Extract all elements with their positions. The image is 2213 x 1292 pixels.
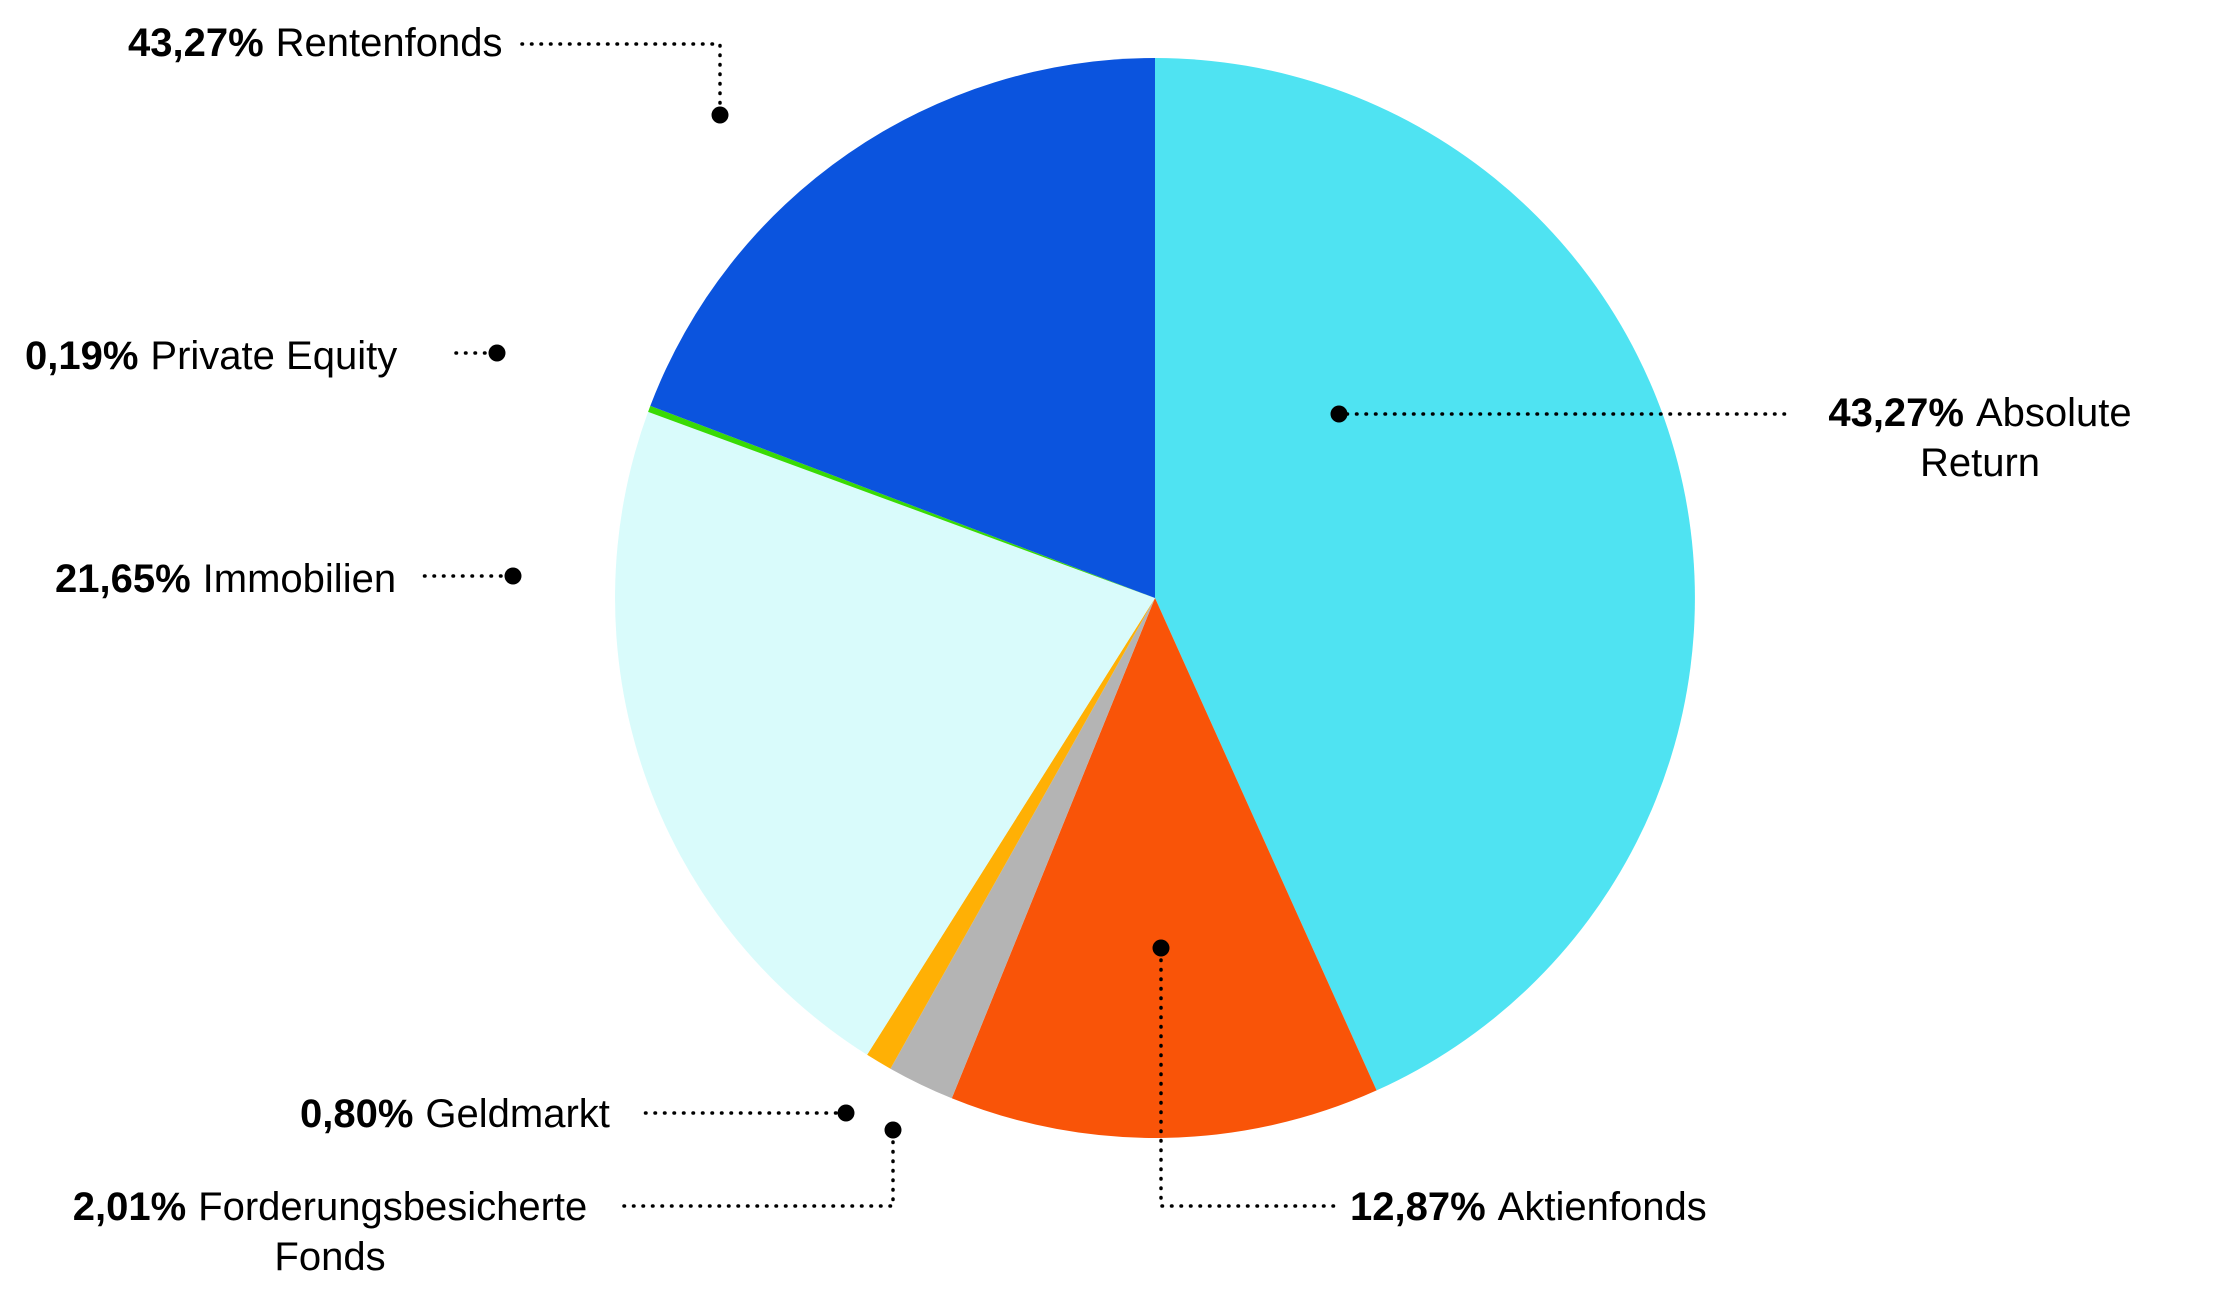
label-immobilien-percent: 21,65%: [55, 557, 191, 601]
label-forderungsbesicherte-fonds: 2,01% Forderungsbesicherte Fonds: [30, 1182, 630, 1282]
callout-dot-absolute-return: [1330, 405, 1348, 423]
label-private-equity-percent: 0,19%: [25, 334, 139, 378]
label-private-equity-name: Private Equity: [150, 334, 398, 378]
label-immobilien: 21,65% Immobilien: [55, 554, 396, 604]
callout-leader-rentenfonds: [519, 42, 722, 105]
callout-dot-private-equity: [488, 344, 506, 362]
label-rentenfonds-percent: 43,27%: [128, 21, 264, 65]
label-geldmarkt-percent: 0,80%: [300, 1092, 414, 1136]
callout-dot-forderungsbesicherte-fonds: [884, 1121, 902, 1139]
label-aktienfonds: 12,87% Aktienfonds: [1350, 1182, 1707, 1232]
label-geldmarkt-name: Geldmarkt: [425, 1092, 610, 1136]
label-absolute-return-percent: 43,27%: [1828, 391, 1964, 435]
callout-dot-immobilien: [504, 567, 522, 585]
callout-leader-aktienfonds: [1159, 958, 1342, 1208]
label-absolute-return-name: Absolute Return: [1919, 391, 2132, 485]
label-aktienfonds-percent: 12,87%: [1350, 1185, 1486, 1229]
pie-slice-rentenfonds: [650, 58, 1155, 598]
label-immobilien-name: Immobilien: [202, 557, 397, 601]
label-forderungsbesicherte-fonds-percent: 2,01%: [72, 1185, 187, 1229]
label-aktienfonds-name: Aktienfonds: [1497, 1185, 1707, 1229]
callout-dot-rentenfonds: [711, 106, 729, 124]
pie-slice-forderungsbesicherte-fonds: [890, 598, 1155, 1099]
callout-leader-forderungsbesicherte-fonds: [615, 1140, 895, 1208]
pie-slice-geldmarkt: [867, 598, 1155, 1069]
callout-dot-geldmarkt: [837, 1104, 855, 1122]
label-forderungsbesicherte-fonds-name: Forderungsbesicherte Fonds: [198, 1185, 588, 1279]
callout-dot-aktienfonds: [1152, 939, 1170, 957]
label-geldmarkt: 0,80% Geldmarkt: [300, 1089, 610, 1139]
pie-slice-absolute-return: [1155, 58, 1695, 1091]
pie-slice-private-equity: [648, 405, 1155, 598]
label-absolute-return: 43,27% Absolute Return: [1800, 388, 2160, 488]
pie-slice-immobilien: [615, 411, 1155, 1055]
pie-slice-aktienfonds: [951, 598, 1377, 1138]
label-rentenfonds-name: Rentenfonds: [275, 21, 503, 65]
label-private-equity: 0,19% Private Equity: [25, 331, 397, 381]
label-rentenfonds: 43,27% Rentenfonds: [128, 18, 503, 68]
